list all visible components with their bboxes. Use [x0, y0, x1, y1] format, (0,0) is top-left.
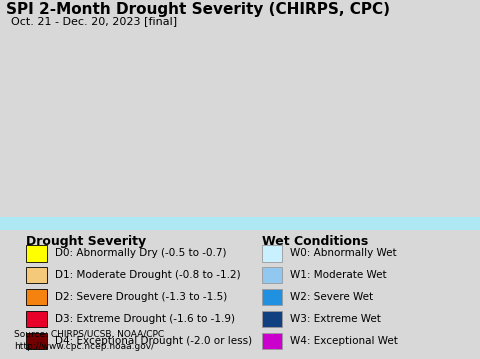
Text: D1: Moderate Drought (-0.8 to -1.2): D1: Moderate Drought (-0.8 to -1.2) [55, 270, 241, 280]
Bar [262, 267, 282, 284]
Bar [262, 289, 282, 306]
Text: Source: CHIRPS/UCSB, NOAA/CPC
http://www.cpc.ncep.noaa.gov/: Source: CHIRPS/UCSB, NOAA/CPC http://www… [14, 330, 165, 351]
Bar [262, 245, 282, 261]
Text: W1: Moderate Wet: W1: Moderate Wet [290, 270, 387, 280]
Text: W0: Abnormally Wet: W0: Abnormally Wet [290, 248, 397, 258]
Bar [262, 311, 282, 327]
Text: W3: Extreme Wet: W3: Extreme Wet [290, 314, 381, 324]
Text: W4: Exceptional Wet: W4: Exceptional Wet [290, 336, 398, 346]
Text: W2: Severe Wet: W2: Severe Wet [290, 292, 373, 302]
Text: Wet Conditions: Wet Conditions [262, 235, 368, 248]
Text: D2: Severe Drought (-1.3 to -1.5): D2: Severe Drought (-1.3 to -1.5) [55, 292, 228, 302]
Text: D4: Exceptional Drought (-2.0 or less): D4: Exceptional Drought (-2.0 or less) [55, 336, 252, 346]
Bar [26, 289, 47, 306]
Text: SPI 2-Month Drought Severity (CHIRPS, CPC): SPI 2-Month Drought Severity (CHIRPS, CP… [6, 2, 390, 17]
Text: Oct. 21 - Dec. 20, 2023 [final]: Oct. 21 - Dec. 20, 2023 [final] [11, 16, 177, 26]
Text: Drought Severity: Drought Severity [26, 235, 146, 248]
Bar [0, 217, 480, 230]
Bar [26, 267, 47, 284]
Bar [26, 333, 47, 349]
Bar [26, 311, 47, 327]
Text: D0: Abnormally Dry (-0.5 to -0.7): D0: Abnormally Dry (-0.5 to -0.7) [55, 248, 227, 258]
Bar [26, 245, 47, 261]
Text: D3: Extreme Drought (-1.6 to -1.9): D3: Extreme Drought (-1.6 to -1.9) [55, 314, 235, 324]
Bar [262, 333, 282, 349]
